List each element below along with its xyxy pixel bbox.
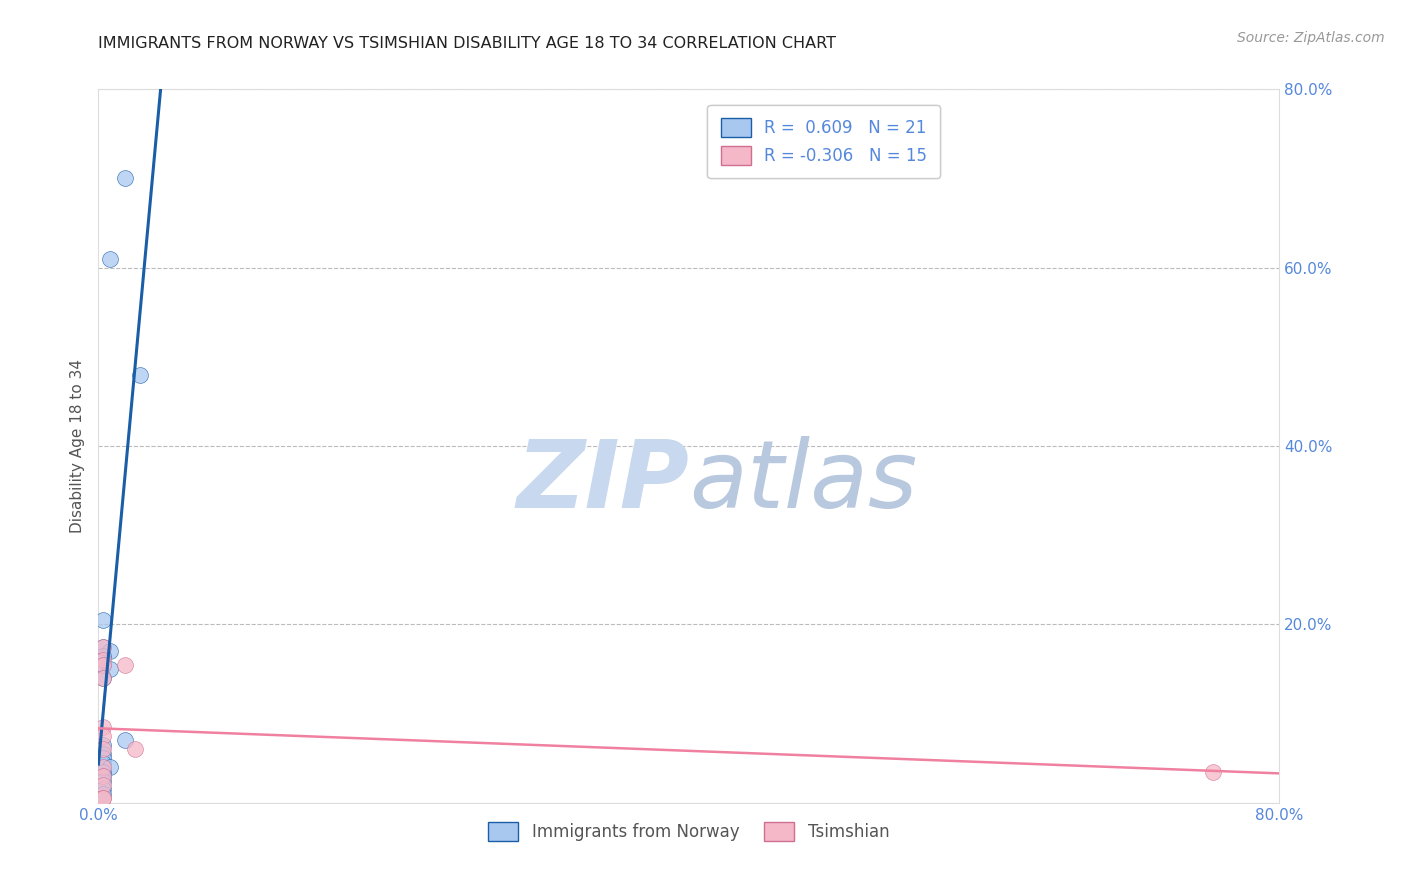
Point [91,729,114,743]
Point [91,742,114,756]
Point [91,782,114,797]
Point [91,640,114,654]
Point [98,252,121,266]
Point [114,171,136,186]
Point [1202,764,1225,779]
Point [91,787,114,801]
Point [91,791,114,805]
Point [91,773,114,788]
Point [98,662,121,676]
Point [91,751,114,765]
Point [91,747,114,761]
Text: ZIP: ZIP [516,435,689,528]
Point [91,653,114,667]
Point [114,657,136,672]
Y-axis label: Disability Age 18 to 34: Disability Age 18 to 34 [69,359,84,533]
Point [91,791,114,805]
Point [91,769,114,783]
Point [91,648,114,663]
Point [91,657,114,672]
Point [91,764,114,779]
Point [91,657,114,672]
Point [91,760,114,774]
Point [91,671,114,685]
Point [91,720,114,734]
Legend: Immigrants from Norway, Tsimshian: Immigrants from Norway, Tsimshian [482,815,896,848]
Text: Source: ZipAtlas.com: Source: ZipAtlas.com [1237,31,1385,45]
Point [91,613,114,627]
Point [114,733,136,747]
Text: IMMIGRANTS FROM NORWAY VS TSIMSHIAN DISABILITY AGE 18 TO 34 CORRELATION CHART: IMMIGRANTS FROM NORWAY VS TSIMSHIAN DISA… [98,36,837,51]
Point [91,640,114,654]
Point [98,644,121,658]
Point [91,769,114,783]
Point [124,742,146,756]
Point [91,778,114,792]
Point [91,756,114,770]
Text: atlas: atlas [689,436,917,527]
Point [91,671,114,685]
Point [91,738,114,752]
Point [128,368,150,382]
Point [98,760,121,774]
